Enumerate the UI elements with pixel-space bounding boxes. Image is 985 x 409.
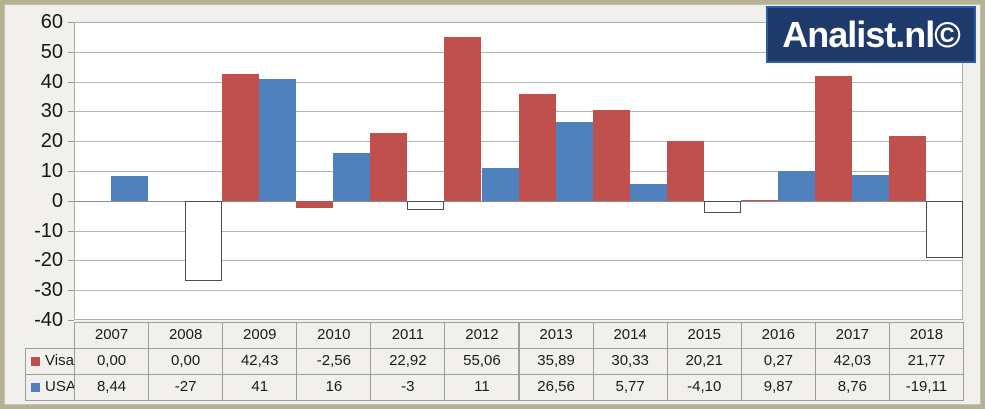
y-axis-label--20: -20	[34, 249, 63, 272]
legend-swatch-visa	[31, 357, 40, 366]
y-axis-label--40: -40	[34, 309, 63, 331]
bar-visa-2016	[740, 200, 778, 201]
bar-visa-2012	[444, 36, 482, 201]
table-value-usa-2008: -27	[148, 374, 224, 401]
bar-visa-2009	[222, 74, 260, 201]
table-value-visa-2016: 0,27	[740, 348, 816, 375]
y-axis-tick-20	[68, 141, 74, 143]
table-value-visa-2014: 30,33	[592, 348, 668, 375]
bar-usa-2008	[185, 200, 223, 282]
y-axis-tick-0	[68, 200, 74, 202]
bar-visa-2017	[814, 75, 852, 201]
table-header-2013: 2013	[518, 322, 594, 349]
table-header-2007: 2007	[74, 322, 150, 349]
y-axis-tick-60	[68, 22, 74, 23]
table-value-usa-2011: -3	[370, 374, 446, 401]
analist-logo: Analist.nl©	[766, 6, 976, 63]
y-axis-tick-50	[68, 51, 74, 53]
table-header-2011: 2011	[370, 322, 446, 349]
table-header-2018: 2018	[888, 322, 964, 349]
bar-visa-2013	[518, 93, 556, 201]
y-axis-label-60: 60	[40, 11, 63, 33]
table-header-2009: 2009	[222, 322, 298, 349]
table-value-visa-2008: 0,00	[148, 348, 224, 375]
y-axis-tick--30	[68, 290, 74, 292]
bar-usa-2007	[111, 175, 148, 201]
bar-usa-2018	[926, 200, 963, 258]
bar-visa-2011	[370, 132, 408, 201]
y-axis-tick--10	[68, 230, 74, 232]
bar-usa-2015	[703, 200, 741, 213]
table-value-usa-2012: 11	[444, 374, 520, 401]
y-axis-tick--20	[68, 260, 74, 262]
bar-usa-2017	[851, 174, 889, 201]
bar-visa-2015	[666, 140, 704, 201]
table-value-usa-2009: 41	[222, 374, 298, 401]
table-value-visa-2012: 55,06	[444, 348, 520, 375]
y-axis-label-40: 40	[40, 70, 63, 93]
table-header-2008: 2008	[148, 322, 224, 349]
table-value-usa-2007: 8,44	[74, 374, 150, 401]
y-axis-label-0: 0	[51, 189, 63, 212]
y-axis-tick-10	[68, 171, 74, 172]
table-value-visa-2011: 22,92	[370, 348, 446, 375]
table-value-visa-2017: 42,03	[814, 348, 890, 375]
bar-visa-2018	[888, 135, 926, 201]
bar-usa-2013	[555, 121, 593, 201]
y-axis-tick-30	[68, 111, 74, 113]
table-value-visa-2015: 20,21	[666, 348, 742, 375]
analist-logo-text: Analist.nl©	[782, 13, 961, 55]
bar-usa-2009	[259, 78, 297, 201]
table-value-usa-2014: 5,77	[592, 374, 668, 401]
gridline-50	[74, 51, 963, 53]
y-axis-label-10: 10	[40, 160, 63, 182]
legend-cell-usa: USA	[25, 374, 75, 401]
table-header-2015: 2015	[666, 322, 742, 349]
gridline--20	[74, 260, 963, 262]
y-axis-label-50: 50	[40, 40, 63, 63]
table-header-2016: 2016	[740, 322, 816, 349]
y-axis-label--10: -10	[34, 219, 63, 242]
table-value-usa-2013: 26,56	[518, 374, 594, 401]
gridline-0	[74, 200, 963, 202]
y-axis-tick-40	[68, 81, 74, 83]
table-value-visa-2013: 35,89	[518, 348, 594, 375]
bar-visa-2014	[592, 110, 630, 201]
table-value-usa-2010: 16	[296, 374, 372, 401]
gridline--10	[74, 230, 963, 232]
y-axis-label--30: -30	[34, 279, 63, 302]
gridline--30	[74, 290, 963, 292]
bar-usa-2012	[481, 168, 519, 201]
table-value-usa-2017: 8,76	[814, 374, 890, 401]
bar-visa-2010	[296, 200, 334, 209]
table-header-2010: 2010	[296, 322, 372, 349]
gridline-40	[74, 81, 963, 83]
table-value-visa-2018: 21,77	[888, 348, 964, 375]
bar-usa-2014	[629, 183, 667, 201]
y-axis-label-20: 20	[40, 130, 63, 153]
bar-usa-2011	[407, 200, 445, 210]
legend-cell-visa: Visa	[25, 348, 75, 375]
legend-label-visa: Visa	[45, 352, 74, 369]
table-value-visa-2007: 0,00	[74, 348, 150, 375]
y-axis-tick--40	[68, 320, 74, 321]
table-header-2012: 2012	[444, 322, 520, 349]
y-axis-label-30: 30	[40, 100, 63, 123]
legend-label-usa: USA	[45, 378, 75, 395]
legend-swatch-usa	[31, 383, 40, 392]
table-header-2014: 2014	[592, 322, 668, 349]
table-value-usa-2015: -4,10	[666, 374, 742, 401]
bar-usa-2010	[333, 153, 371, 201]
table-value-visa-2010: -2,56	[296, 348, 372, 375]
bar-usa-2016	[777, 171, 815, 201]
table-value-visa-2009: 42,43	[222, 348, 298, 375]
table-value-usa-2016: 9,87	[740, 374, 816, 401]
table-header-2017: 2017	[814, 322, 890, 349]
table-value-usa-2018: -19,11	[888, 374, 964, 401]
